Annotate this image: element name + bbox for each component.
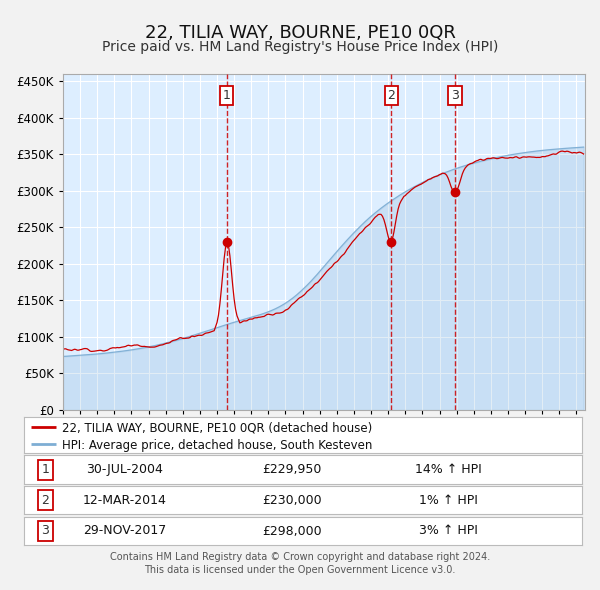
Text: 29-NOV-2017: 29-NOV-2017 [83,525,166,537]
Text: 30-JUL-2004: 30-JUL-2004 [86,463,163,476]
Text: 22, TILIA WAY, BOURNE, PE10 0QR: 22, TILIA WAY, BOURNE, PE10 0QR [145,24,455,42]
Text: 3: 3 [41,525,49,537]
Text: This data is licensed under the Open Government Licence v3.0.: This data is licensed under the Open Gov… [145,565,455,575]
Text: 2: 2 [388,89,395,102]
Text: Contains HM Land Registry data © Crown copyright and database right 2024.: Contains HM Land Registry data © Crown c… [110,552,490,562]
Text: 12-MAR-2014: 12-MAR-2014 [83,494,166,507]
Text: 3: 3 [451,89,459,102]
Text: £230,000: £230,000 [262,494,322,507]
Text: 3% ↑ HPI: 3% ↑ HPI [419,525,478,537]
Text: 2: 2 [41,494,49,507]
Text: 22, TILIA WAY, BOURNE, PE10 0QR (detached house): 22, TILIA WAY, BOURNE, PE10 0QR (detache… [62,421,372,434]
Text: 14% ↑ HPI: 14% ↑ HPI [415,463,481,476]
Text: £229,950: £229,950 [262,463,322,476]
Text: £298,000: £298,000 [262,525,322,537]
Text: 1% ↑ HPI: 1% ↑ HPI [419,494,478,507]
Text: HPI: Average price, detached house, South Kesteven: HPI: Average price, detached house, Sout… [62,438,373,451]
Text: 1: 1 [223,89,231,102]
Text: Price paid vs. HM Land Registry's House Price Index (HPI): Price paid vs. HM Land Registry's House … [102,40,498,54]
Text: 1: 1 [41,463,49,476]
